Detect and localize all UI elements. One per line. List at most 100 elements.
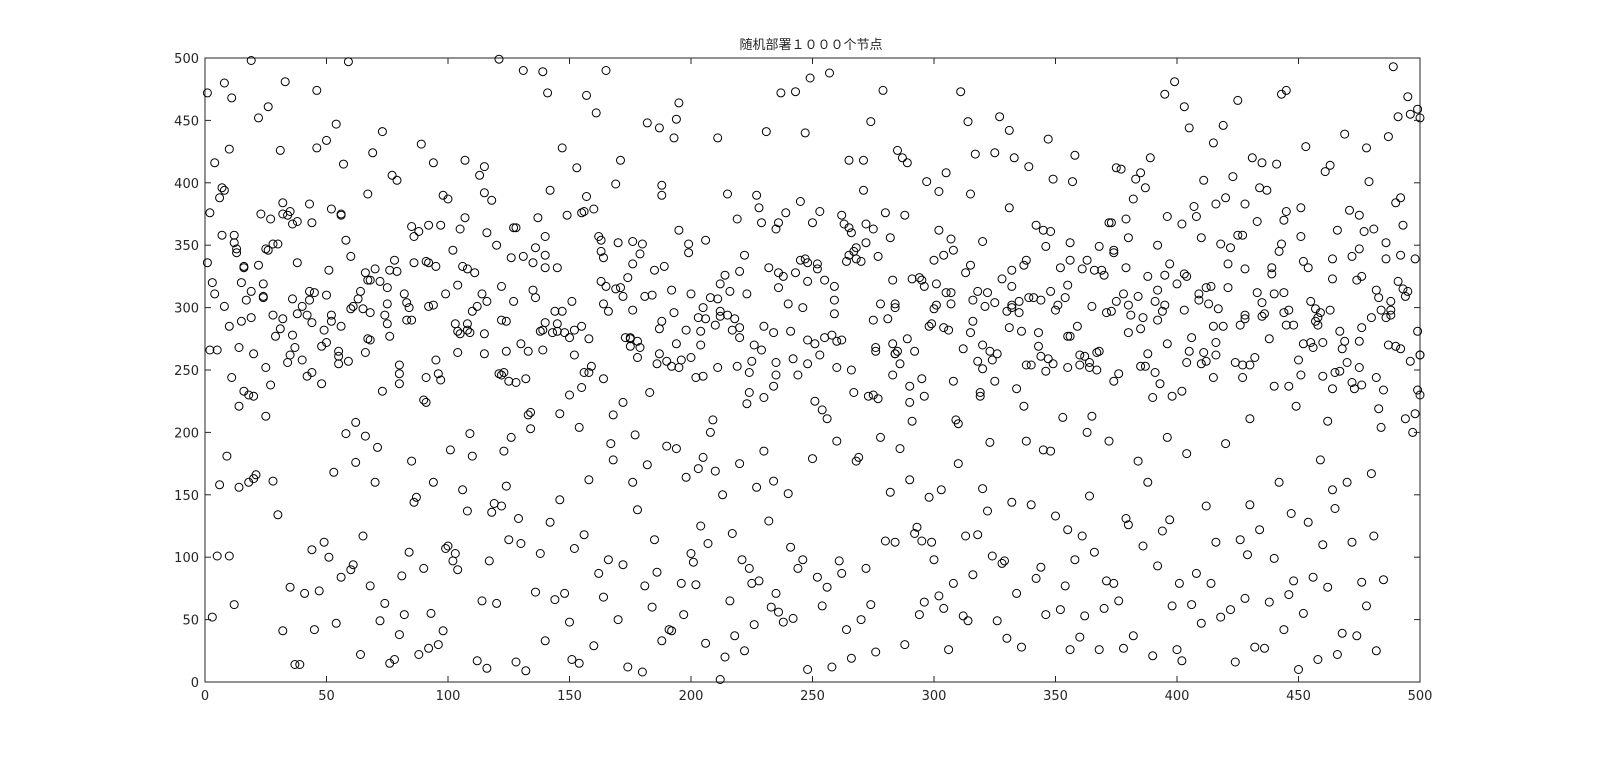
- data-point: [1369, 224, 1379, 234]
- data-point: [1036, 562, 1046, 572]
- data-point: [219, 78, 229, 88]
- data-point: [905, 397, 915, 407]
- data-point: [360, 431, 370, 441]
- data-point: [1007, 497, 1017, 507]
- data-point: [540, 232, 550, 241]
- data-point: [460, 213, 470, 223]
- data-point: [1386, 310, 1396, 320]
- data-point: [720, 270, 730, 280]
- data-point: [849, 388, 859, 397]
- data-point: [914, 273, 924, 283]
- data-point: [336, 572, 346, 582]
- data-point: [1165, 259, 1175, 269]
- data-point: [890, 303, 900, 313]
- x-tick-label: 50: [318, 689, 335, 704]
- data-point: [744, 563, 754, 573]
- data-point: [487, 195, 497, 205]
- data-point: [263, 245, 273, 255]
- data-point: [606, 439, 616, 449]
- data-point: [1213, 304, 1223, 314]
- data-point: [375, 616, 385, 626]
- data-point: [1070, 555, 1080, 565]
- data-point: [827, 662, 837, 672]
- data-point: [1357, 577, 1367, 587]
- data-point: [516, 339, 526, 349]
- data-point: [803, 665, 813, 674]
- data-point: [616, 155, 625, 165]
- data-point: [280, 77, 290, 87]
- data-point: [224, 321, 234, 331]
- x-tick-label: 250: [800, 689, 825, 704]
- data-point: [326, 316, 336, 326]
- data-point: [679, 610, 689, 620]
- data-point: [1063, 363, 1073, 372]
- data-point: [436, 375, 446, 385]
- data-point: [603, 555, 613, 565]
- data-point: [1097, 265, 1107, 275]
- data-point: [261, 244, 271, 254]
- data-point: [1099, 603, 1109, 613]
- data-point: [275, 145, 285, 155]
- data-point: [637, 667, 647, 677]
- data-point: [628, 477, 638, 487]
- data-point: [545, 185, 555, 195]
- data-point: [1041, 610, 1051, 620]
- data-point: [895, 359, 905, 369]
- data-point: [312, 143, 322, 153]
- data-point: [968, 570, 978, 580]
- data-point: [613, 615, 623, 625]
- data-point: [407, 222, 417, 231]
- data-point: [671, 114, 681, 124]
- data-point: [1145, 153, 1155, 163]
- data-point: [1055, 605, 1065, 615]
- x-tick-label: 0: [201, 689, 209, 704]
- data-point: [428, 158, 438, 168]
- data-point: [273, 510, 283, 520]
- data-point: [861, 563, 871, 573]
- data-point: [501, 316, 511, 326]
- data-point: [1138, 313, 1148, 323]
- data-point: [516, 539, 526, 548]
- data-point: [404, 303, 414, 313]
- data-point: [1267, 263, 1277, 273]
- data-point: [859, 155, 868, 165]
- data-point: [521, 374, 531, 384]
- data-point: [346, 304, 356, 314]
- data-point: [1041, 366, 1051, 376]
- data-point: [499, 368, 509, 377]
- data-point: [1199, 348, 1209, 357]
- data-point: [1245, 360, 1255, 370]
- data-point: [285, 582, 295, 592]
- data-point: [1403, 286, 1413, 296]
- data-point: [470, 268, 480, 278]
- data-point: [1313, 320, 1323, 330]
- data-point: [348, 301, 358, 311]
- data-point: [1111, 163, 1121, 173]
- data-point: [822, 582, 832, 592]
- data-point: [504, 376, 514, 386]
- data-point: [1046, 227, 1056, 236]
- data-point: [394, 360, 404, 370]
- data-point: [1087, 411, 1097, 421]
- data-point: [577, 321, 587, 331]
- data-point: [431, 355, 441, 365]
- data-point: [1381, 254, 1391, 264]
- data-point: [428, 300, 438, 310]
- data-point: [363, 275, 373, 285]
- data-point: [1153, 240, 1163, 250]
- data-point: [893, 346, 902, 356]
- data-point: [973, 530, 983, 540]
- data-point: [297, 355, 307, 365]
- data-point: [1308, 343, 1318, 352]
- data-point: [856, 256, 866, 266]
- data-point: [776, 88, 786, 98]
- x-tick-label: 150: [557, 689, 582, 704]
- data-point: [808, 218, 817, 228]
- data-point: [997, 274, 1007, 284]
- data-point: [842, 256, 851, 266]
- data-point: [1065, 238, 1075, 248]
- data-point: [983, 506, 992, 516]
- data-point: [992, 616, 1002, 626]
- data-point: [956, 87, 966, 97]
- data-point: [526, 407, 536, 417]
